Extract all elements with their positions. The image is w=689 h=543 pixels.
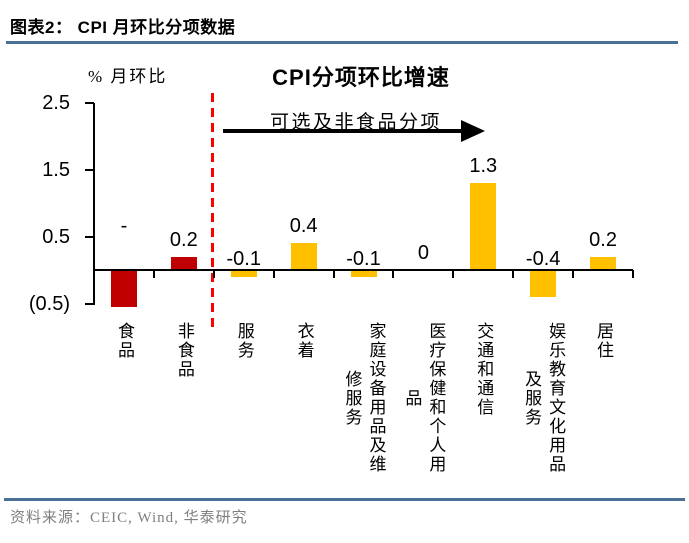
category-label: 家庭设备用品及维 修服务: [342, 322, 386, 474]
x-axis-line: [93, 269, 633, 271]
bar: [230, 270, 257, 277]
category-label: 医疗保健和个人用 品: [402, 322, 446, 474]
y-axis-unit-label: % 月环比: [88, 67, 168, 86]
figure-title: 图表2： CPI 月环比分项数据: [10, 18, 236, 37]
category-label: 食品: [114, 322, 134, 360]
footer-rule: [4, 498, 685, 501]
y-tick: [85, 101, 94, 104]
y-tick-label: 2.5: [42, 91, 70, 114]
x-tick: [332, 270, 335, 278]
x-tick: [452, 270, 455, 278]
value-label: 0: [417, 242, 429, 264]
category-label: 娱乐教育文化用品 及服务: [522, 322, 566, 474]
category-label: 服务: [234, 322, 254, 360]
annotation-label: 可选及非食品分项: [270, 112, 443, 133]
x-tick: [272, 270, 275, 278]
bar: [350, 270, 377, 277]
right-arrow-shaft: [223, 129, 463, 133]
value-label: 0.2: [589, 228, 617, 251]
x-tick: [632, 270, 634, 278]
value-label: -0.1: [346, 248, 381, 270]
bar: [470, 182, 497, 270]
x-tick: [512, 270, 515, 278]
category-label: 交通和通信: [474, 322, 494, 417]
bar: [170, 256, 197, 270]
value-label: 0.2: [169, 228, 198, 251]
value-label: 1.3: [469, 154, 498, 177]
x-tick: [392, 270, 395, 278]
source-note: 资料来源：CEIC, Wind, 华泰研究: [10, 510, 248, 526]
right-arrow-head-icon: [461, 120, 485, 142]
bar: [530, 270, 557, 297]
category-label: 非食品: [174, 322, 194, 379]
y-tick: [85, 235, 94, 238]
x-tick: [572, 270, 575, 278]
value-label: -0.1: [226, 248, 261, 270]
y-tick-label: 1.5: [42, 158, 70, 181]
value-label: -: [120, 214, 128, 237]
bar: [290, 243, 317, 270]
category-label: 衣着: [294, 322, 314, 360]
y-tick-label: 0.5: [42, 225, 70, 248]
red-dashed-divider-line: [211, 93, 214, 333]
bar: [110, 270, 137, 307]
x-tick: [152, 270, 155, 278]
header-rule: [6, 41, 678, 44]
y-tick-label: (0.5): [28, 292, 70, 315]
value-label: -0.4: [525, 248, 561, 270]
y-tick: [85, 302, 94, 305]
chart-title: CPI分项环比增速: [272, 65, 450, 90]
category-label: 居住: [594, 322, 614, 360]
bar: [590, 256, 617, 270]
value-label: 0.4: [289, 215, 318, 238]
y-tick: [85, 168, 94, 171]
y-axis-line: [93, 102, 95, 305]
x-tick: [212, 270, 215, 278]
